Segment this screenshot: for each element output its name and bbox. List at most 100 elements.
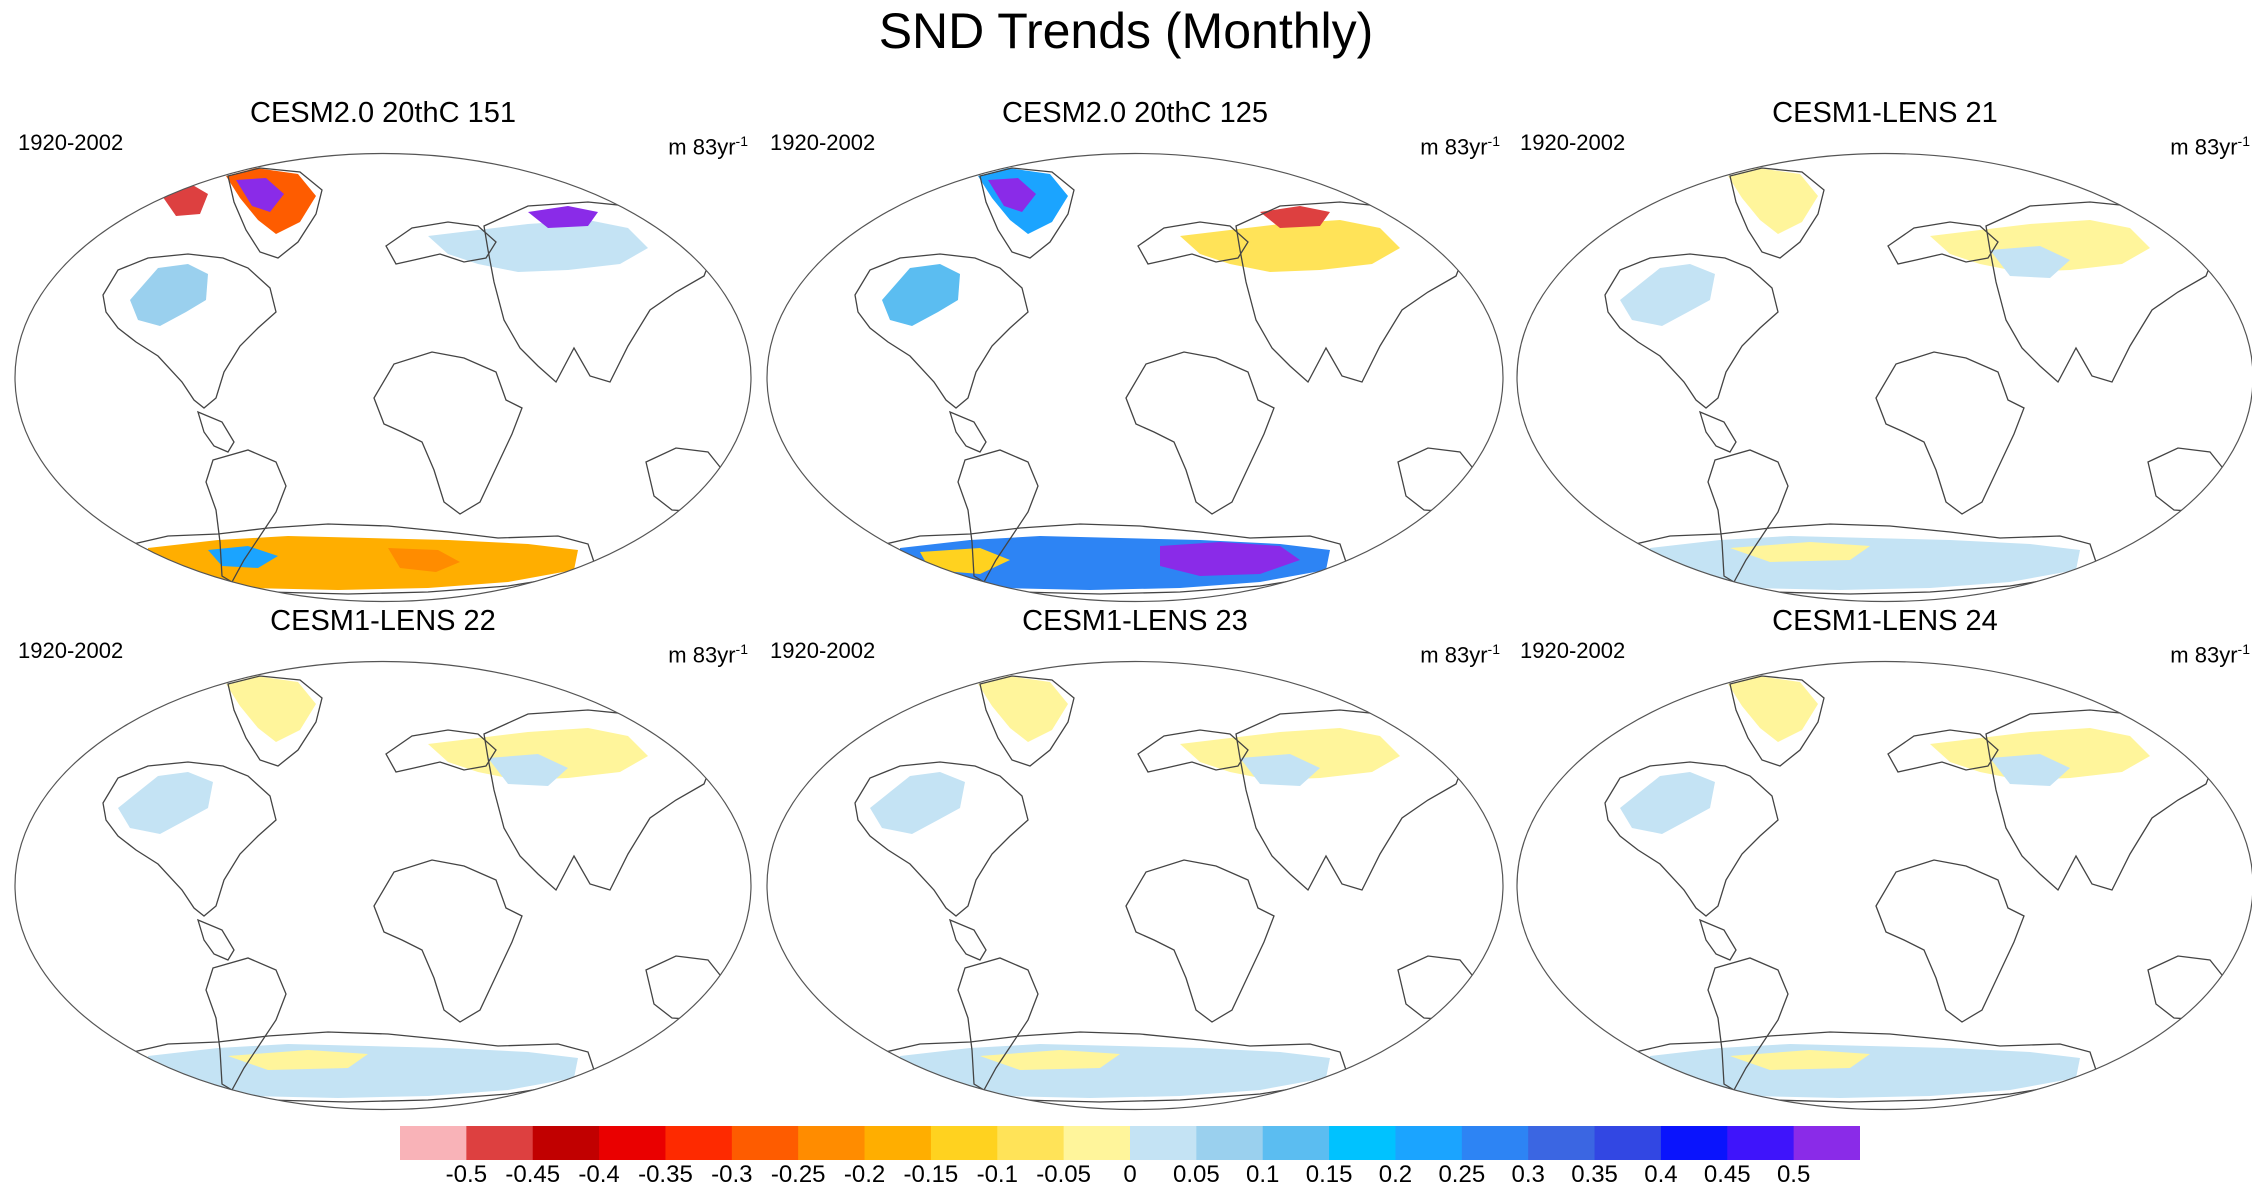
map-panel: CESM1-LENS 21 1920-2002 m 83yr-1 (1510, 95, 2252, 605)
panel-period: 1920-2002 (770, 638, 876, 663)
panel-title: CESM1-LENS 23 (1022, 605, 1248, 637)
trend-region (1990, 754, 2070, 786)
trend-region (236, 178, 284, 212)
map-panel: CESM1-LENS 23 1920-2002 m 83yr-1 (760, 603, 1510, 1113)
coastline (196, 410, 235, 453)
panel-period: 1920-2002 (1520, 638, 1626, 663)
colorbar-tick-label: 0 (1123, 1161, 1137, 1188)
colorbar-swatch (1660, 1126, 1728, 1160)
coastline (1698, 410, 1737, 453)
colorbar-tick-label: -0.4 (578, 1161, 620, 1188)
colorbar-swatch (997, 1126, 1065, 1160)
colorbar-swatch (532, 1126, 600, 1160)
panel-title: CESM2.0 20thC 151 (250, 97, 516, 129)
panel-units: m 83yr-1 (2170, 635, 2250, 669)
coastline (1125, 351, 1275, 515)
map-border (14, 660, 752, 1111)
coastline (948, 410, 987, 453)
coastline (1887, 221, 1999, 265)
colorbar-tick-label: -0.15 (903, 1161, 959, 1188)
map-panel: CESM2.0 20thC 151 1920-2002 m 83yr-1 (8, 95, 758, 605)
panel-units: m 83yr-1 (2170, 127, 2250, 161)
coastline (948, 918, 987, 961)
units-base: m 83yr (2170, 134, 2238, 160)
colorbar-tick-label: 0.4 (1644, 1161, 1678, 1188)
colorbar-tick-label: -0.5 (445, 1161, 488, 1188)
panel-period: 1920-2002 (18, 130, 124, 155)
coastline (1137, 729, 1249, 773)
trend-region (980, 1050, 1120, 1070)
coastline (957, 957, 1039, 1091)
trend-region (158, 180, 208, 216)
panel-units: m 83yr-1 (1420, 127, 1500, 161)
trend-region (1730, 542, 1870, 562)
colorbar-tick-label: 0.45 (1703, 1161, 1751, 1188)
world-map (766, 152, 1504, 603)
colorbar-tick-label: 0.35 (1571, 1161, 1618, 1188)
figure-title: SND Trends (Monthly) (878, 3, 1374, 59)
units-exponent: -1 (735, 641, 748, 657)
trend-region (900, 1044, 1330, 1098)
world-map (1516, 152, 2252, 603)
units-exponent: -1 (735, 133, 748, 149)
units-exponent: -1 (1487, 641, 1500, 657)
trend-region (978, 676, 1068, 742)
colorbar-tick-label: 0.1 (1246, 1161, 1280, 1188)
coastline (1887, 729, 1999, 773)
coastline (1729, 167, 1825, 259)
coastline (979, 167, 1075, 259)
map-border (766, 660, 1504, 1111)
coastline (957, 449, 1039, 583)
colorbar-swatch (930, 1126, 998, 1160)
colorbar-swatch (1727, 1126, 1795, 1160)
coastline (1707, 957, 1789, 1091)
coastline (1729, 675, 1825, 767)
colorbar-swatch (1594, 1126, 1662, 1160)
colorbar-swatch (400, 1126, 467, 1160)
colorbar-swatch (1262, 1126, 1330, 1160)
panel-units: m 83yr-1 (668, 635, 748, 669)
colorbar-swatch (1063, 1126, 1131, 1160)
panel-period: 1920-2002 (770, 130, 876, 155)
colorbar-tick-label: -0.1 (976, 1161, 1018, 1188)
trend-region (148, 536, 578, 590)
colorbar-swatch (466, 1126, 534, 1160)
map-border (766, 152, 1504, 603)
trend-region (882, 264, 960, 326)
coastline (102, 253, 277, 409)
colorbar-swatch (1130, 1126, 1197, 1160)
world-map (1516, 660, 2252, 1111)
colorbar-swatch (1461, 1126, 1529, 1160)
trend-region (388, 548, 460, 572)
trend-region (1730, 1050, 1870, 1070)
trend-region (428, 220, 648, 272)
colorbar-tick-label: 0.25 (1438, 1161, 1486, 1188)
colorbar-tick-label: 0.15 (1305, 1161, 1353, 1188)
map-panel: CESM2.0 20thC 125 1920-2002 m 83yr-1 (760, 95, 1510, 605)
map-border (1516, 660, 2252, 1111)
trend-region (870, 772, 965, 834)
panel-units: m 83yr-1 (668, 127, 748, 161)
colorbar-swatch (599, 1126, 666, 1160)
units-base: m 83yr (668, 642, 736, 668)
coastline (205, 449, 287, 583)
coastline (979, 675, 1075, 767)
trend-region (1728, 676, 1818, 742)
coastline (2147, 955, 2227, 1021)
colorbar (400, 1126, 1860, 1160)
colorbar-tick-label: 0.2 (1378, 1161, 1413, 1188)
coastline (645, 955, 725, 1021)
trend-region (1650, 536, 2080, 590)
colorbar-swatch (1528, 1126, 1596, 1160)
trend-region (1260, 206, 1330, 228)
panel-units: m 83yr-1 (1420, 635, 1500, 669)
trend-region (208, 546, 278, 568)
trend-region (1620, 264, 1715, 326)
coastline (1707, 449, 1789, 583)
coastline (1875, 859, 2025, 1023)
colorbar-tick-label: 0.5 (1776, 1161, 1811, 1188)
panel-title: CESM1-LENS 21 (1772, 97, 1998, 129)
colorbar-swatch (864, 1126, 932, 1160)
units-exponent: -1 (2237, 133, 2250, 149)
coastline (227, 675, 323, 767)
